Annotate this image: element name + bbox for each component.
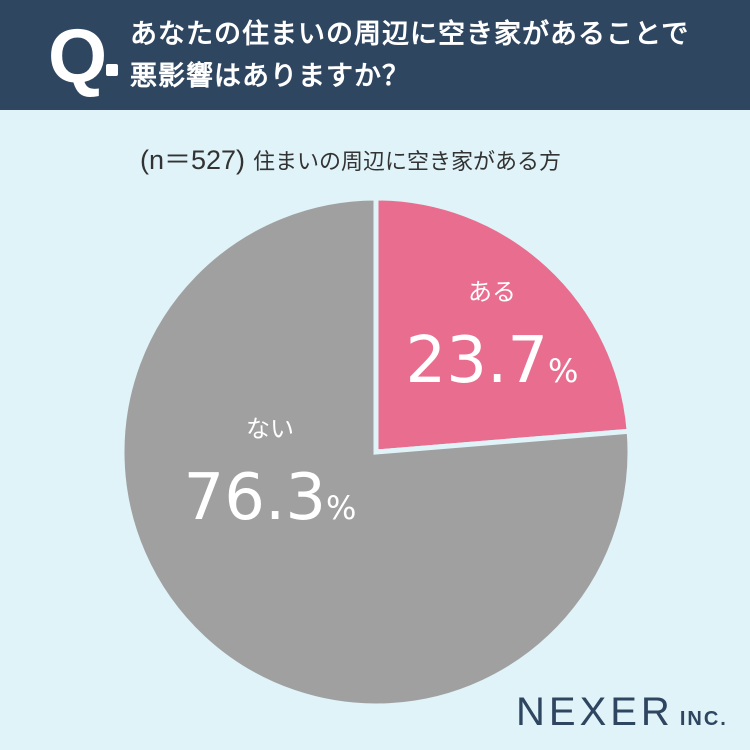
nexer-logo: NEXER INC.	[516, 690, 728, 735]
slice-value-label: 23.7%	[406, 324, 579, 398]
slice-category-label: ない	[246, 415, 294, 443]
slice-category-label: ある	[468, 278, 516, 306]
question-line-1: あなたの住まいの周辺に空き家があることで	[130, 19, 690, 50]
q-dot	[106, 64, 118, 76]
logo-inc: INC.	[679, 708, 728, 730]
chart-subtitle: (n＝527) 住まいの周辺に空き家がある方	[140, 138, 561, 177]
logo-main: NEXER	[516, 690, 674, 734]
sample-size: (n＝527)	[140, 145, 246, 175]
q-mark: Q	[48, 14, 108, 99]
question-text: あなたの住まいの周辺に空き家があることで 悪影響はありますか？	[130, 14, 730, 98]
slice-value-label: 76.3%	[184, 461, 357, 535]
pie-slice-nai	[119, 195, 633, 709]
pie-slice-aru	[373, 195, 632, 455]
question-header: Q あなたの住まいの周辺に空き家があることで 悪影響はありますか？	[0, 0, 750, 110]
question-line-2: 悪影響はありますか？	[130, 61, 410, 92]
subtitle-text: 住まいの周辺に空き家がある方	[253, 150, 562, 175]
